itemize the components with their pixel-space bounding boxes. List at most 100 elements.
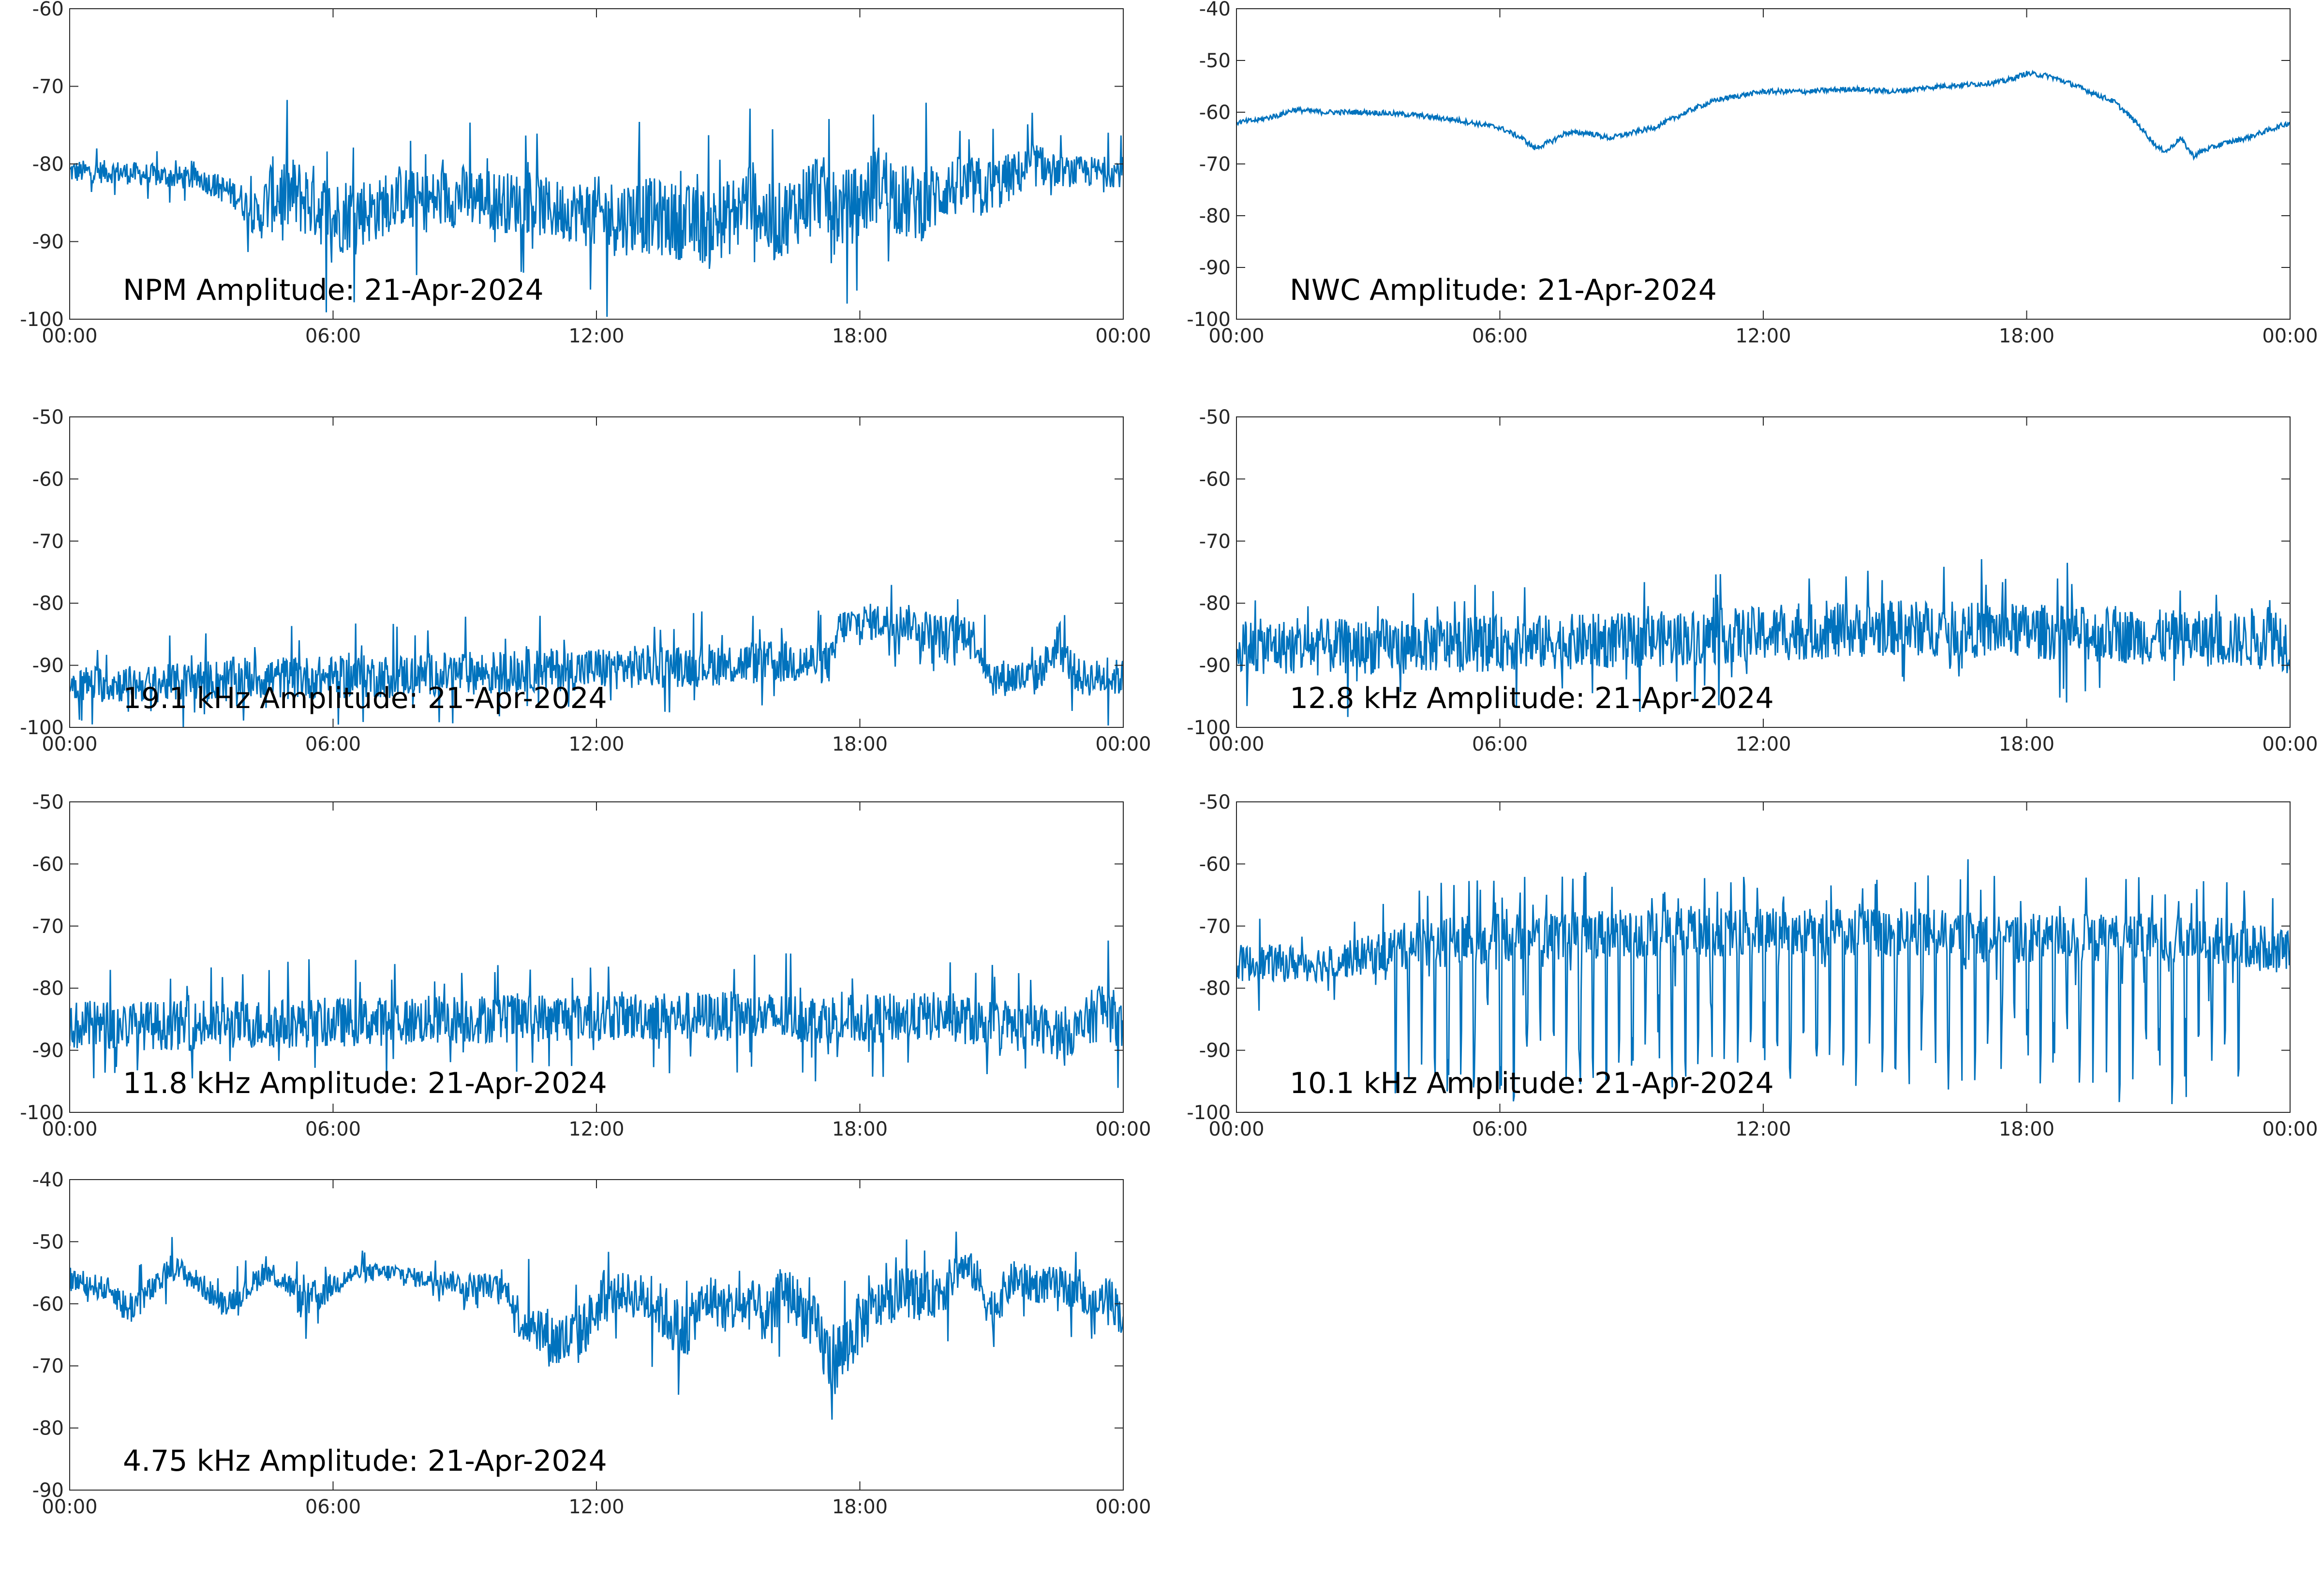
x-tick-label: 00:00 bbox=[1208, 325, 1264, 347]
x-tick-label: 06:00 bbox=[305, 733, 361, 755]
series-line-1-1 bbox=[70, 100, 1123, 317]
x-tick-label: 00:00 bbox=[42, 1496, 97, 1518]
x-tick-label: 06:00 bbox=[1472, 733, 1528, 755]
y-tick-label: -80 bbox=[32, 592, 64, 615]
x-tick-label: 12:00 bbox=[1735, 1118, 1791, 1140]
series-line-2-1 bbox=[1236, 69, 2290, 161]
series-line-4-1 bbox=[1236, 559, 2290, 717]
panel-title: NWC Amplitude: 21-Apr-2024 bbox=[1290, 273, 1717, 307]
y-tick-label: -80 bbox=[32, 977, 64, 1000]
y-tick-label: -40 bbox=[32, 1169, 64, 1191]
y-tick-label: -60 bbox=[32, 468, 64, 490]
y-tick-label: -40 bbox=[1199, 0, 1231, 20]
y-tick-label: -90 bbox=[32, 655, 64, 677]
y-tick-label: -50 bbox=[32, 1231, 64, 1253]
panel-title: NPM Amplitude: 21-Apr-2024 bbox=[123, 273, 544, 307]
x-tick-label: 12:00 bbox=[1735, 733, 1791, 755]
y-tick-label: -80 bbox=[1199, 205, 1231, 227]
y-tick-label: -60 bbox=[32, 1293, 64, 1315]
y-tick-label: -70 bbox=[32, 1355, 64, 1377]
y-tick-label: -90 bbox=[32, 231, 64, 253]
panel-title: 11.8 kHz Amplitude: 21-Apr-2024 bbox=[123, 1066, 607, 1100]
x-tick-label: 06:00 bbox=[305, 1118, 361, 1140]
series-line-3-1 bbox=[70, 585, 1123, 727]
x-tick-label: 18:00 bbox=[1999, 1118, 2054, 1140]
y-tick-label: -100 bbox=[20, 717, 64, 739]
x-tick-label: 18:00 bbox=[832, 733, 888, 755]
y-tick-label: -60 bbox=[32, 0, 64, 20]
x-tick-label: 00:00 bbox=[1095, 1496, 1151, 1518]
x-tick-label: 06:00 bbox=[1472, 325, 1528, 347]
y-tick-label: -90 bbox=[32, 1479, 64, 1502]
y-tick-label: -50 bbox=[1199, 50, 1231, 72]
x-tick-label: 18:00 bbox=[1999, 325, 2054, 347]
y-tick-label: -100 bbox=[20, 1102, 64, 1124]
x-tick-label: 12:00 bbox=[568, 1118, 624, 1140]
y-tick-label: -70 bbox=[32, 76, 64, 98]
x-tick-label: 06:00 bbox=[305, 1496, 361, 1518]
series-line-7-1 bbox=[70, 1231, 1123, 1420]
y-tick-label: -50 bbox=[1199, 791, 1231, 813]
y-tick-label: -80 bbox=[1199, 592, 1231, 615]
plot-frame bbox=[1236, 416, 2291, 728]
x-tick-label: 00:00 bbox=[1095, 325, 1151, 347]
y-tick-label: -90 bbox=[1199, 655, 1231, 677]
y-tick-label: -70 bbox=[1199, 153, 1231, 176]
x-tick-label: 00:00 bbox=[1208, 733, 1264, 755]
x-tick-label: 00:00 bbox=[42, 325, 97, 347]
y-tick-label: -70 bbox=[32, 916, 64, 938]
x-tick-label: 00:00 bbox=[42, 733, 97, 755]
y-tick-label: -60 bbox=[32, 853, 64, 875]
x-tick-label: 18:00 bbox=[832, 325, 888, 347]
x-tick-label: 00:00 bbox=[2262, 733, 2318, 755]
x-tick-label: 12:00 bbox=[568, 733, 624, 755]
x-tick-label: 18:00 bbox=[832, 1118, 888, 1140]
y-tick-label: -80 bbox=[32, 1418, 64, 1440]
y-tick-label: -100 bbox=[20, 309, 64, 331]
plot-frame bbox=[69, 801, 1124, 1113]
y-tick-label: -80 bbox=[32, 153, 64, 176]
y-tick-label: -60 bbox=[1199, 468, 1231, 490]
y-tick-label: -90 bbox=[32, 1040, 64, 1062]
plot-frame bbox=[69, 1179, 1124, 1491]
plot-frame bbox=[1236, 8, 2291, 320]
x-tick-label: 12:00 bbox=[568, 1496, 624, 1518]
x-tick-label: 00:00 bbox=[1095, 733, 1151, 755]
panel-title: 19.1 kHz Amplitude: 21-Apr-2024 bbox=[123, 681, 607, 715]
x-tick-label: 00:00 bbox=[1095, 1118, 1151, 1140]
x-tick-label: 06:00 bbox=[1472, 1118, 1528, 1140]
series-line-6-1 bbox=[1236, 859, 2290, 1104]
y-tick-label: -70 bbox=[1199, 531, 1231, 553]
x-tick-label: 00:00 bbox=[2262, 1118, 2318, 1140]
y-tick-label: -70 bbox=[1199, 916, 1231, 938]
series-line-5-1 bbox=[70, 940, 1123, 1088]
x-tick-label: 00:00 bbox=[42, 1118, 97, 1140]
panel-title: 12.8 kHz Amplitude: 21-Apr-2024 bbox=[1290, 681, 1774, 715]
y-tick-label: -50 bbox=[1199, 406, 1231, 429]
y-tick-label: -80 bbox=[1199, 977, 1231, 1000]
y-tick-label: -100 bbox=[1187, 309, 1231, 331]
y-tick-label: -60 bbox=[1199, 853, 1231, 875]
y-tick-label: -50 bbox=[32, 791, 64, 813]
panel-title: 4.75 kHz Amplitude: 21-Apr-2024 bbox=[123, 1444, 607, 1478]
y-tick-label: -70 bbox=[32, 531, 64, 553]
panel-title: 10.1 kHz Amplitude: 21-Apr-2024 bbox=[1290, 1066, 1774, 1100]
y-tick-label: -100 bbox=[1187, 1102, 1231, 1124]
y-tick-label: -50 bbox=[32, 406, 64, 429]
y-tick-label: -100 bbox=[1187, 717, 1231, 739]
y-tick-label: -90 bbox=[1199, 257, 1231, 279]
x-tick-label: 12:00 bbox=[1735, 325, 1791, 347]
x-tick-label: 06:00 bbox=[305, 325, 361, 347]
y-tick-label: -60 bbox=[1199, 102, 1231, 124]
plot-frame bbox=[69, 8, 1124, 320]
x-tick-label: 18:00 bbox=[832, 1496, 888, 1518]
y-tick-label: -90 bbox=[1199, 1040, 1231, 1062]
x-tick-label: 12:00 bbox=[568, 325, 624, 347]
